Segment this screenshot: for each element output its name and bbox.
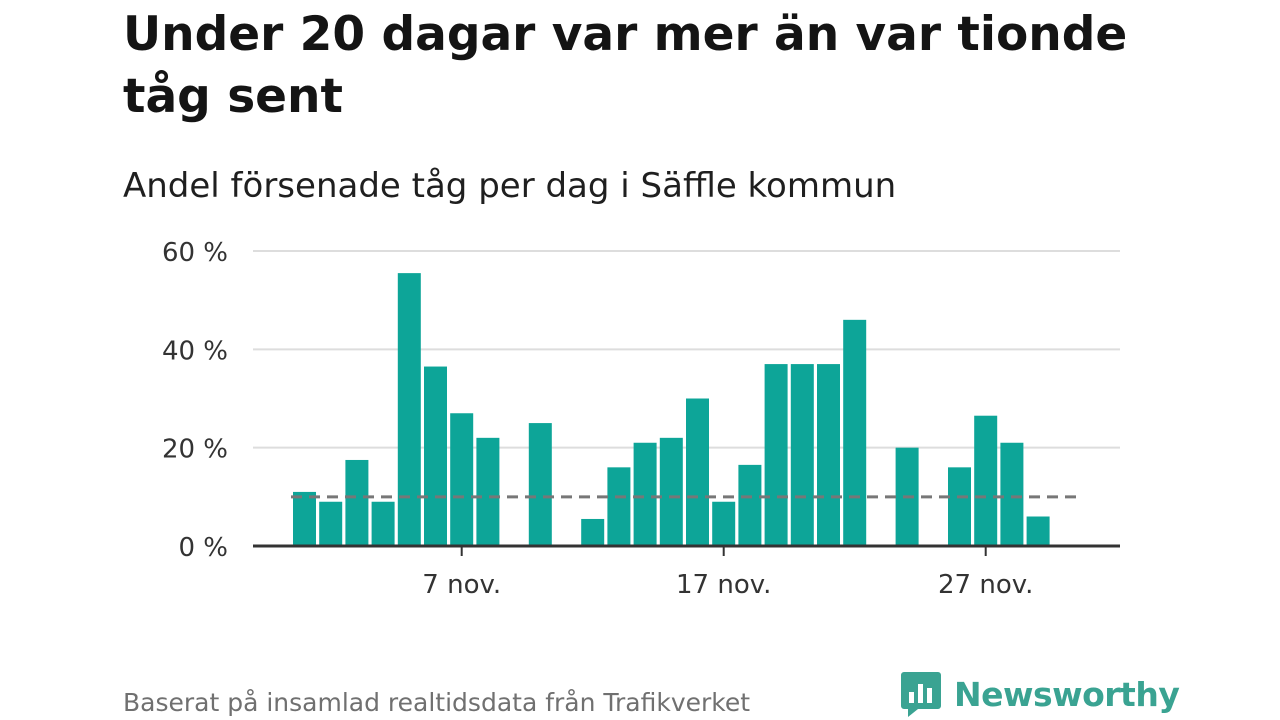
x-tick-label: 17 nov. xyxy=(676,570,771,600)
newsworthy-logo-icon xyxy=(901,672,941,717)
bar xyxy=(686,398,709,546)
bar xyxy=(974,415,998,546)
y-tick-label: 60 % xyxy=(162,238,228,268)
y-tick-label: 0 % xyxy=(178,533,228,563)
bar xyxy=(712,501,736,546)
bar xyxy=(607,467,631,546)
bar xyxy=(948,467,971,546)
bar xyxy=(1000,442,1024,546)
bar xyxy=(581,518,605,546)
bar xyxy=(371,501,395,546)
bar xyxy=(528,423,552,546)
bar xyxy=(738,464,762,546)
bar xyxy=(293,491,316,546)
bar xyxy=(476,437,500,546)
bar xyxy=(319,501,343,546)
bar xyxy=(450,413,474,546)
bar xyxy=(633,442,657,546)
bar xyxy=(345,459,369,546)
y-tick-label: 20 % xyxy=(162,435,228,465)
y-tick-label: 40 % xyxy=(162,336,228,366)
bar xyxy=(397,273,421,546)
source-note: Baserat på insamlad realtidsdata från Tr… xyxy=(123,688,751,717)
chart-subtitle: Andel försenade tåg per dag i Säffle kom… xyxy=(123,166,897,206)
bar xyxy=(659,437,683,546)
bar xyxy=(843,319,867,546)
bar xyxy=(764,364,788,546)
bar xyxy=(424,366,447,546)
x-tick-label: 7 nov. xyxy=(422,570,501,600)
x-tick-label: 27 nov. xyxy=(938,570,1033,600)
bar xyxy=(1026,516,1050,546)
brand-logo: Newsworthy xyxy=(900,670,1180,718)
bar xyxy=(817,364,840,546)
brand-name: Newsworthy xyxy=(954,674,1180,714)
bar xyxy=(790,364,814,546)
chart-title: Under 20 dagar var mer än var tionde tåg… xyxy=(123,7,1128,124)
